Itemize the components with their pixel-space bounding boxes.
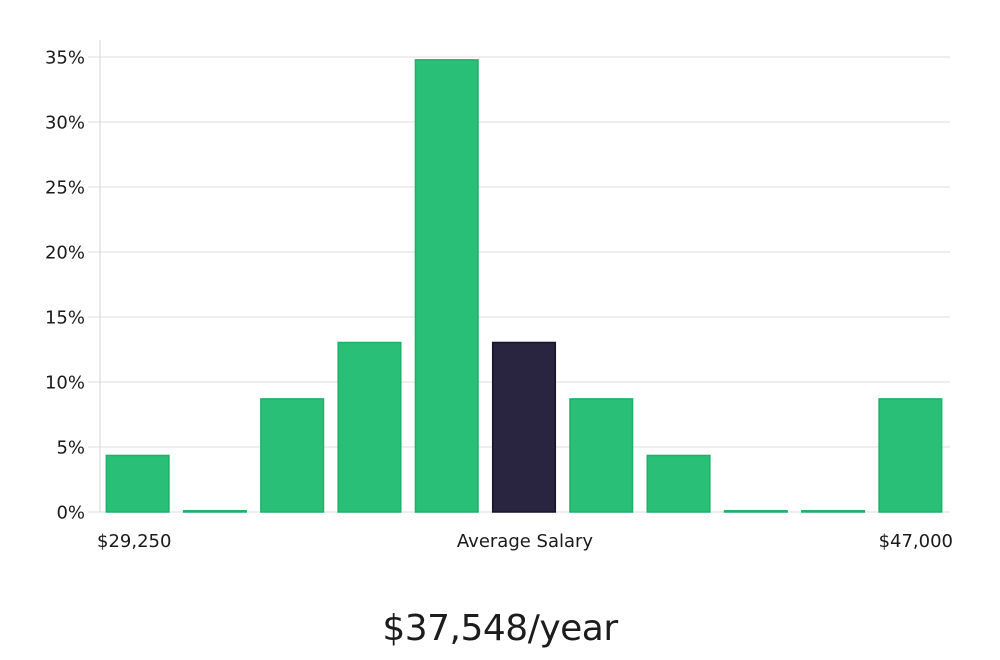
bar xyxy=(646,454,711,513)
x-label-max: $47,000 xyxy=(879,531,953,552)
bar xyxy=(801,510,866,513)
bars xyxy=(105,59,943,513)
bar xyxy=(260,398,325,513)
bar xyxy=(337,341,402,513)
bar xyxy=(723,510,788,513)
x-label-min: $29,250 xyxy=(97,531,171,552)
y-tick-label: 15% xyxy=(45,308,85,329)
y-tick-label: 20% xyxy=(45,243,85,264)
y-axis-ticks: 0% 5% 10% 15% 20% 25% 30% 35% xyxy=(45,48,85,524)
bar xyxy=(878,398,943,513)
y-tick-label: 25% xyxy=(45,178,85,199)
bar xyxy=(105,454,170,513)
y-tick-label: 0% xyxy=(56,503,85,524)
bar xyxy=(182,510,247,513)
y-tick-label: 10% xyxy=(45,373,85,394)
salary-histogram: 0% 5% 10% 15% 20% 25% 30% 35% $29,250 Average S… xyxy=(45,40,953,552)
average-salary-value: $37,548/year xyxy=(382,608,618,649)
bar-average-salary xyxy=(491,341,557,513)
x-label-average: Average Salary xyxy=(457,531,594,552)
bar xyxy=(414,59,479,513)
y-tick-label: 5% xyxy=(56,438,85,459)
y-tick-label: 30% xyxy=(45,113,85,134)
y-tick-label: 35% xyxy=(45,48,85,69)
bar xyxy=(569,398,634,513)
